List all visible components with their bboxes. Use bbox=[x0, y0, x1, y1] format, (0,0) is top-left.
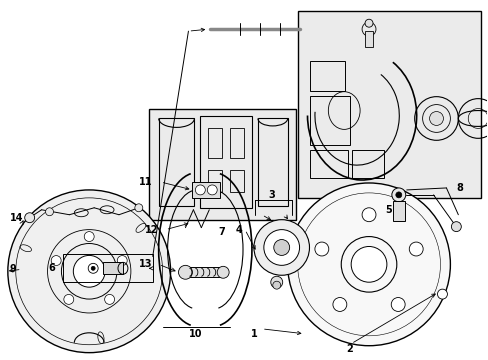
Text: 4: 4 bbox=[235, 225, 242, 235]
Bar bbox=[230, 170, 244, 192]
Bar bbox=[158, 118, 194, 206]
Text: 10: 10 bbox=[188, 329, 202, 339]
Bar bbox=[310, 150, 347, 178]
Bar bbox=[392, 201, 404, 221]
Circle shape bbox=[332, 297, 346, 311]
Circle shape bbox=[395, 192, 401, 198]
Circle shape bbox=[84, 231, 94, 242]
Circle shape bbox=[273, 239, 289, 255]
Circle shape bbox=[365, 19, 372, 27]
Bar bbox=[208, 129, 222, 158]
Bar bbox=[148, 109, 295, 220]
Circle shape bbox=[314, 242, 328, 256]
Bar bbox=[200, 117, 251, 208]
Text: 1: 1 bbox=[251, 329, 257, 339]
Circle shape bbox=[135, 204, 142, 212]
Circle shape bbox=[51, 256, 61, 266]
Circle shape bbox=[391, 188, 405, 202]
Bar bbox=[208, 170, 222, 192]
Circle shape bbox=[217, 266, 229, 278]
Circle shape bbox=[437, 289, 447, 299]
Text: 13: 13 bbox=[139, 259, 152, 269]
Text: 2: 2 bbox=[345, 344, 352, 354]
Circle shape bbox=[73, 255, 105, 287]
Text: 8: 8 bbox=[455, 183, 462, 193]
Circle shape bbox=[408, 242, 422, 256]
Bar bbox=[310, 96, 349, 145]
Bar bbox=[63, 255, 152, 282]
Circle shape bbox=[8, 190, 170, 353]
Circle shape bbox=[272, 281, 280, 289]
Circle shape bbox=[350, 247, 386, 282]
Circle shape bbox=[253, 220, 309, 275]
Circle shape bbox=[25, 213, 35, 223]
Bar bbox=[297, 11, 480, 198]
Bar bbox=[103, 262, 122, 274]
Circle shape bbox=[361, 208, 375, 222]
Circle shape bbox=[450, 222, 460, 231]
Bar bbox=[192, 182, 220, 198]
Bar bbox=[230, 129, 244, 158]
Circle shape bbox=[207, 185, 217, 195]
Circle shape bbox=[45, 208, 53, 216]
Text: 5: 5 bbox=[385, 205, 391, 215]
Text: 12: 12 bbox=[145, 225, 158, 235]
Circle shape bbox=[264, 230, 299, 265]
Bar bbox=[310, 61, 345, 91]
Text: 11: 11 bbox=[139, 177, 152, 187]
Circle shape bbox=[64, 294, 74, 304]
Text: 3: 3 bbox=[268, 190, 275, 200]
Bar bbox=[185, 267, 223, 277]
Bar bbox=[257, 118, 287, 206]
Text: 14: 14 bbox=[10, 213, 23, 223]
Circle shape bbox=[270, 276, 282, 288]
Circle shape bbox=[117, 256, 127, 266]
Text: 9: 9 bbox=[10, 264, 17, 274]
Circle shape bbox=[390, 297, 405, 311]
Circle shape bbox=[91, 266, 95, 270]
Circle shape bbox=[195, 185, 205, 195]
Circle shape bbox=[178, 265, 192, 279]
Circle shape bbox=[104, 294, 114, 304]
Text: 7: 7 bbox=[218, 226, 225, 237]
Circle shape bbox=[287, 183, 449, 346]
Circle shape bbox=[428, 112, 443, 125]
Text: 6: 6 bbox=[49, 263, 55, 273]
Bar bbox=[365, 31, 372, 47]
Bar bbox=[351, 150, 383, 178]
